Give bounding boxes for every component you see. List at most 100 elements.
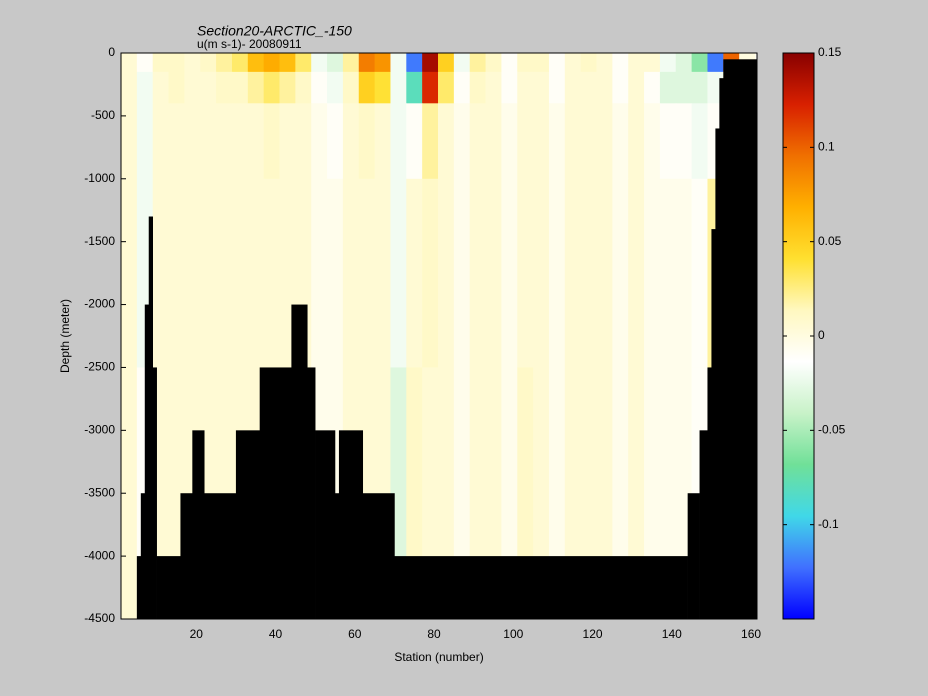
heatmap-cell [168,103,185,180]
heatmap-cell [517,71,534,104]
heatmap-cell [533,103,550,180]
heatmap-cell [469,71,487,104]
heatmap-cell [517,178,534,368]
y-tick-label: -4500 [84,611,115,625]
seafloor [723,59,758,620]
seafloor [136,556,142,619]
heatmap-cell [216,178,233,368]
colorbar-tick-label: -0.05 [818,423,846,437]
heatmap-cell [327,178,344,368]
heatmap-cell [311,178,328,368]
heatmap-cell [675,103,693,180]
heatmap-cell [580,178,598,368]
heatmap-cell [279,103,296,180]
heatmap-cell [596,71,613,104]
heatmap-cell [216,103,233,180]
heatmap-cell [231,71,249,104]
seafloor [687,493,700,619]
heatmap-cell [691,71,708,104]
plot-frame [120,52,758,620]
heatmap-cell [564,178,582,368]
heatmap-cell [184,53,201,73]
seafloor [180,493,193,619]
heatmap-cell [263,53,281,73]
heatmap-cell [612,103,629,180]
heatmap-cell [121,53,138,73]
y-tick-label: -3500 [84,485,115,499]
y-tick-label: -4000 [84,548,115,562]
heatmap-cell [263,71,281,104]
colorbar-tick-label: 0.15 [818,45,842,59]
heatmap-cell [453,178,471,368]
y-axis-label: Depth (meter) [58,299,72,373]
heatmap-cell [200,53,217,73]
heatmap-cell [295,103,312,180]
heatmap-cell [342,178,360,368]
heatmap-cell [644,71,661,104]
heatmap-cell [580,53,598,73]
heatmap-cell [295,53,312,73]
heatmap-cell [628,53,645,73]
y-tick-label: 0 [108,45,115,59]
heatmap-cell [691,178,708,368]
heatmap-cell [406,71,423,104]
heatmap-cell [358,178,376,368]
heatmap-cell [485,71,502,104]
seafloor [156,556,181,619]
seafloor [291,304,308,619]
heatmap-cell [263,103,281,180]
heatmap-cell [358,71,376,104]
heatmap-cell [517,103,534,180]
heatmap-cell [152,71,170,104]
seafloor [334,493,340,619]
heatmap-cell [659,103,677,180]
heatmap-cell [406,178,423,368]
heatmap-cell [628,103,645,180]
seafloor [192,430,205,619]
heatmap-cell [263,178,281,368]
heatmap-cell [152,178,170,368]
heatmap-cell [342,103,360,180]
heatmap-cell [168,178,185,368]
heatmap-cell [247,103,265,180]
heatmap-cell [548,103,566,180]
seafloor [152,367,157,619]
heatmap-cell [374,178,391,368]
heatmap-cell [247,178,265,368]
x-tick-label: 140 [662,627,682,641]
heatmap-cell [136,53,154,73]
heatmap-cell [342,53,360,73]
seafloor [144,304,150,619]
heatmap-cell [168,53,185,73]
heatmap-cell [453,103,471,180]
heatmap-cell [548,53,566,73]
heatmap-cell [501,53,518,73]
heatmap-cell [390,103,407,180]
heatmap-cell [311,103,328,180]
heatmap-cell [501,178,518,368]
seafloor [711,229,716,620]
heatmap-cell [121,178,138,368]
heatmap-cell [121,71,138,104]
seafloor [315,430,336,619]
heatmap-cell [533,178,550,368]
seafloor [259,367,292,619]
y-tick-label: -2000 [84,297,115,311]
heatmap-cell [564,53,582,73]
heatmap-cell [422,103,439,180]
heatmap-cell [327,71,344,104]
heatmap-cell [485,53,502,73]
seafloor [307,367,316,619]
heatmap-cell [438,71,455,104]
heatmap-cell [279,53,296,73]
heatmap-cell [628,71,645,104]
heatmap-cell [200,71,217,104]
heatmap-cell [707,53,724,73]
heatmap-cell [501,71,518,104]
heatmap-cell [485,178,502,368]
heatmap-cell [533,53,550,73]
heatmap-cell [231,103,249,180]
heatmap-cell [675,53,693,73]
heatmap-cell [390,71,407,104]
